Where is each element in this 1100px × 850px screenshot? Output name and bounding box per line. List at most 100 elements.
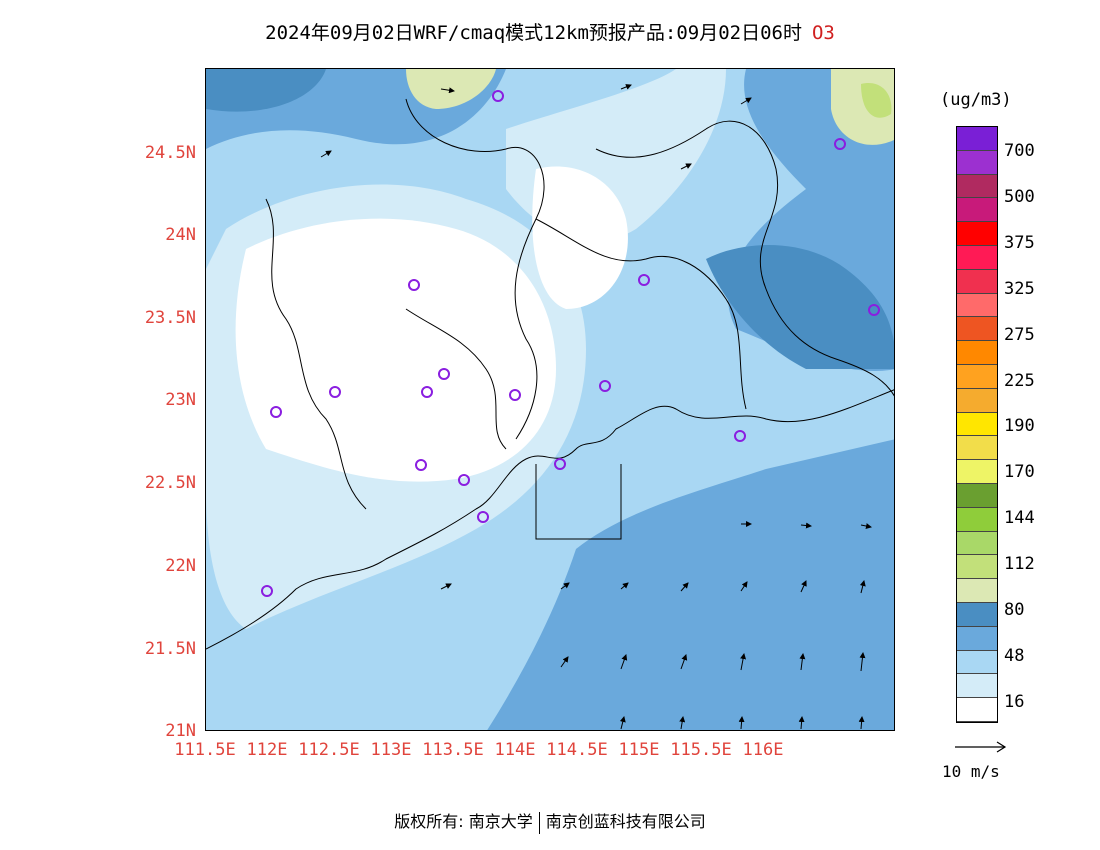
station-marker[interactable] (834, 138, 846, 150)
colorbar-swatch (957, 555, 997, 580)
colorbar-label: 170 (1004, 462, 1035, 482)
wind-vector (740, 581, 748, 592)
colorbar-swatch (957, 364, 997, 389)
colorbar-swatch (957, 222, 997, 246)
colorbar-swatch (957, 174, 997, 199)
field-112 (861, 83, 892, 118)
wind-vector (620, 654, 628, 670)
station-marker[interactable] (458, 474, 470, 486)
wind-vector (620, 582, 629, 590)
colorbar-label: 500 (1004, 187, 1035, 207)
station-marker[interactable] (421, 386, 433, 398)
colorbar-label: 325 (1004, 279, 1035, 299)
wind-vector (560, 582, 570, 590)
colorbar-swatch (957, 150, 997, 175)
province-border-c (595, 120, 894, 397)
wind-vector (679, 716, 686, 730)
colorbar-label: 144 (1004, 508, 1035, 528)
colorbar-swatch (957, 388, 997, 413)
wind-vector (680, 163, 692, 170)
wind-vector (859, 580, 866, 594)
wind-vector (740, 97, 752, 105)
lon-label: 112.5E (298, 740, 360, 760)
field-ne-80 (706, 245, 894, 369)
station-marker[interactable] (438, 368, 450, 380)
wind-vector (800, 522, 812, 529)
station-marker[interactable] (554, 458, 566, 470)
colorbar-swatch (957, 579, 997, 603)
colorbar-swatch (957, 317, 997, 342)
wind-vector (800, 580, 807, 593)
station-marker[interactable] (270, 406, 282, 418)
station-marker[interactable] (415, 459, 427, 471)
field-sea-64 (487, 439, 894, 730)
station-marker[interactable] (509, 389, 521, 401)
colorbar-label: 80 (1004, 600, 1025, 620)
colorbar-swatch (957, 460, 997, 484)
colorbar-swatch (957, 483, 997, 508)
station-marker[interactable] (408, 279, 420, 291)
colorbar-label: 225 (1004, 371, 1035, 391)
field-under16b (532, 166, 628, 309)
station-marker[interactable] (734, 430, 746, 442)
colorbar-label: 700 (1004, 141, 1035, 161)
map-canvas (206, 69, 894, 730)
wind-vector (859, 652, 866, 672)
station-marker[interactable] (492, 90, 504, 102)
colorbar-swatch (957, 507, 997, 532)
wind-vector (440, 87, 455, 94)
wind-vector (320, 150, 332, 158)
station-marker[interactable] (599, 380, 611, 392)
lat-label: 23N (165, 390, 196, 410)
colorbar-swatch (957, 269, 997, 294)
colorbar-swatch (957, 650, 997, 675)
lat-label: 23.5N (144, 308, 196, 328)
station-marker[interactable] (477, 511, 489, 523)
station-markers (261, 90, 880, 597)
title-main: 2024年09月02日WRF/cmaq模式12km预报产品:09月02日06时 (265, 22, 802, 44)
wind-vector (858, 716, 865, 730)
station-marker[interactable] (329, 386, 341, 398)
wind-vector (620, 84, 632, 90)
reference-vector (955, 741, 1007, 753)
lon-label: 114.5E (546, 740, 608, 760)
station-marker[interactable] (638, 274, 650, 286)
title-species: O3 (811, 22, 835, 44)
province-border-b (405, 98, 545, 440)
wind-vector (680, 582, 689, 592)
colorbar-swatch (957, 674, 997, 699)
wind-vector (799, 653, 806, 671)
station-marker[interactable] (261, 585, 273, 597)
wind-vectors (320, 84, 872, 730)
footer-copyright: 版权所有: 南京大学 (394, 812, 533, 831)
province-border-e (405, 308, 507, 450)
lat-label: 22N (165, 556, 196, 576)
colorbar-label: 375 (1004, 233, 1035, 253)
lon-label: 113.5E (422, 740, 484, 760)
lon-label: 112E (246, 740, 288, 760)
province-border-a (265, 198, 367, 510)
lon-label: 115.5E (670, 740, 732, 760)
lon-label: 114E (494, 740, 536, 760)
footer-divider (538, 811, 540, 834)
footer-company: 南京创蓝科技有限公司 (545, 812, 706, 831)
footer: 版权所有: 南京大学 南京创蓝科技有限公司 (0, 808, 1100, 834)
colorbar-swatch (957, 245, 997, 270)
colorbar-swatch (957, 293, 997, 318)
wind-vector (738, 716, 745, 730)
wind-vector (740, 653, 747, 671)
colorbar-swatch (957, 341, 997, 365)
lon-label: 115E (618, 740, 660, 760)
hk-box (535, 464, 622, 540)
colorbar-swatch (957, 198, 997, 223)
colorbar-swatch (957, 412, 997, 437)
colorbar-label: 16 (1004, 692, 1025, 712)
map-panel[interactable] (205, 68, 895, 731)
colorbar-label: 190 (1004, 416, 1035, 436)
wind-vector (798, 716, 805, 730)
colorbar-swatch (957, 127, 997, 151)
station-marker[interactable] (868, 304, 880, 316)
coastline (206, 389, 894, 650)
wind-vector (560, 656, 569, 668)
colorbar-swatch (957, 531, 997, 556)
